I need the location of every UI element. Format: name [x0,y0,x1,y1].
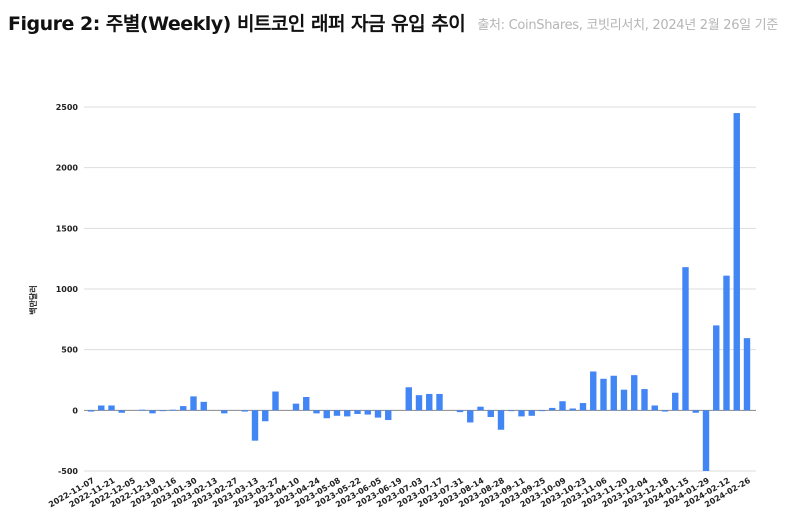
bar [631,375,638,411]
bar [118,410,125,413]
y-tick-label: 2000 [56,164,79,173]
bar [672,392,679,411]
bar [497,410,505,430]
bar [661,410,669,412]
bar [743,338,751,411]
bar [180,406,187,411]
bar [610,375,617,411]
bar [692,410,699,413]
bar [139,409,146,411]
bar [374,410,382,418]
bar [292,403,300,411]
bar [169,409,177,411]
bar [467,410,474,423]
bar [487,410,494,418]
bar [87,410,95,412]
bar [651,405,658,411]
bar [436,393,443,411]
bar [344,410,351,417]
bar [579,403,587,411]
bar [559,401,566,411]
source-note: 출처: CoinShares, 코빗리서치, 2024년 2월 26일 기준 [477,18,778,33]
y-tick-label: 0 [72,406,78,415]
bar [354,410,361,414]
bar [323,410,330,419]
bar [415,395,423,411]
y-axis-label: 백만달러 [28,285,38,314]
bar [241,410,248,412]
bar [221,410,228,414]
bar [200,401,207,411]
bar [251,410,259,441]
bar [682,267,689,411]
bar [702,410,710,471]
bar [272,391,279,411]
bar [159,410,166,412]
bar [600,378,607,411]
y-tick-label: 1500 [56,224,79,233]
bar [108,405,115,411]
bar [149,410,156,414]
bar [518,410,525,417]
bar [528,410,535,416]
bar [569,408,576,411]
y-tick-label: 2500 [56,103,79,112]
bar [733,113,740,411]
bar [385,410,392,421]
bar [477,406,484,411]
bar [549,407,556,411]
figure-title: Figure 2: 주별(Weekly) 비트코인 래퍼 자금 유입 추이 [8,13,466,35]
bar [590,371,597,411]
bar [303,396,310,411]
bar [98,405,105,411]
bar [641,389,648,411]
bar [620,389,628,411]
bar [426,393,433,411]
bar [723,275,730,411]
bar [405,387,412,411]
bar [313,410,320,414]
y-tick-label: 500 [61,346,78,355]
bar [508,410,515,412]
bar [456,410,464,413]
bar [713,325,720,411]
bar [190,396,197,411]
bar [262,410,269,422]
bar [333,410,341,416]
y-tick-label: 1000 [56,285,79,294]
bar [364,410,371,415]
bar [538,410,546,412]
y-tick-label: -500 [58,467,78,476]
